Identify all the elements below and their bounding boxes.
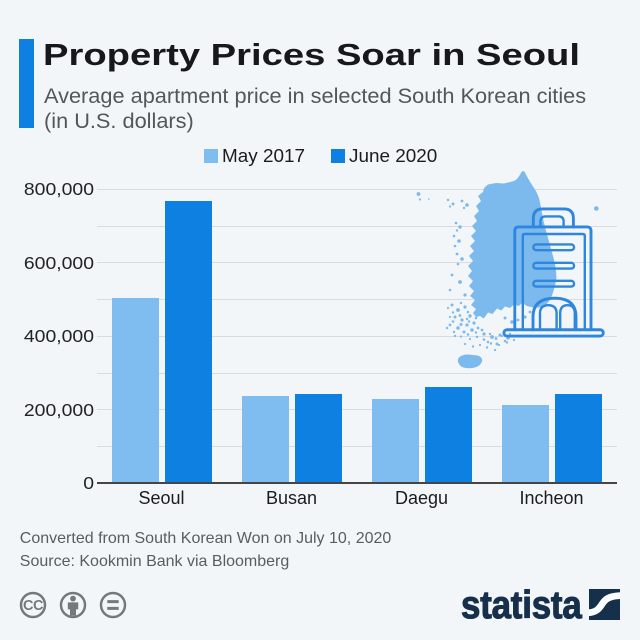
svg-text:CC: CC [23,598,44,614]
